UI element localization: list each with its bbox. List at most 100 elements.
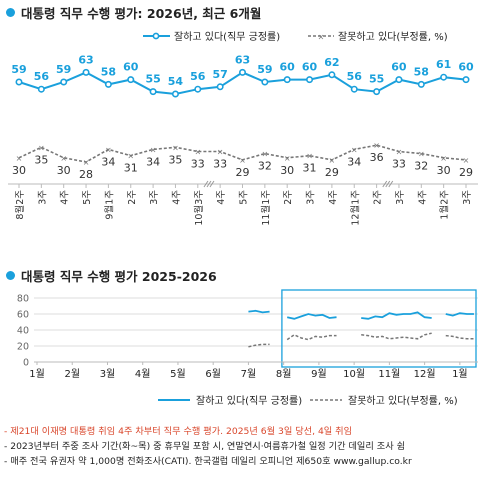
chart2-title-text: 대통령 직무 수행 평가 2025-2026 (21, 269, 217, 284)
approve-data-label: 59 (11, 63, 26, 76)
y-tick-label: 40 (17, 326, 29, 337)
chart2-svg: 0 20 40 60 80 1월 2월 3월 4월 5월 6월 7월 8월 9월 10월 11월 12월 1월잘하… (17, 289, 478, 407)
y-tick-label: 20 (17, 342, 29, 353)
disapprove-point: × (60, 154, 67, 163)
disapprove-point: × (105, 145, 112, 154)
approve-data-label: 58 (414, 65, 429, 78)
x-tick-label: 7월 (241, 368, 257, 380)
disapprove-data-label: 30 (437, 164, 451, 177)
chart1-legend: 잘하고 있다(직무 긍정률) × 잘못하고 있다(부정률, %) (143, 30, 448, 43)
disapprove-data-label: 34 (347, 155, 361, 168)
chart2-title: 대통령 직무 수행 평가 2025-2026 (6, 266, 217, 285)
approve-point (395, 76, 403, 84)
series-approve-segment (361, 311, 432, 320)
approve-point (417, 80, 425, 88)
axis-break-mark (382, 180, 394, 188)
approve-data-label: 60 (458, 61, 474, 74)
approve-point (60, 78, 68, 86)
axis-break-stroke (382, 180, 388, 188)
footnote-2: - 2023년부터 주중 조사 기간(화~목) 중 휴무일 포함 시, 연말연시… (4, 441, 406, 452)
series-disapprove-segment (361, 332, 432, 340)
approve-data-label: 55 (145, 73, 160, 86)
x-tick-label: 2주 (373, 190, 384, 205)
series-disapprove-line (18, 144, 467, 163)
disapprove-point: × (396, 148, 403, 157)
series-disapprove-segment (445, 334, 474, 340)
disapprove-point: × (329, 156, 336, 165)
disapprove-data-label: 30 (57, 164, 71, 177)
x-tick-label: 4월 (135, 368, 151, 380)
x-tick-label: 4주 (60, 190, 71, 205)
disapprove-point: × (351, 145, 358, 154)
approve-data-label: 62 (324, 56, 339, 69)
legend-disapprove-label: 잘못하고 있다(부정률, %) (348, 394, 458, 407)
x-tick-label: 9월1주 (103, 190, 115, 220)
highlight-box (281, 289, 477, 368)
disapprove-data-label: 28 (79, 168, 93, 181)
approve-point (15, 78, 23, 86)
x-tick-label: 12월 (414, 368, 436, 380)
series-disapprove-segment (248, 343, 270, 348)
approve-data-label: 63 (78, 53, 93, 66)
x-tick-label: 4주 (417, 190, 428, 205)
chart1-svg: 잘하고 있다(직무 긍정률) × 잘못하고 있다(부정률, %) 59 56 59 63 58… (8, 30, 478, 226)
disapprove-data-label: 32 (414, 160, 428, 173)
series-approve-segment (445, 312, 474, 317)
x-tick-label: 3주 (462, 190, 473, 205)
disapprove-data-label: 30 (280, 164, 294, 177)
bullet-dot-icon (6, 271, 15, 280)
x-tick-label: 11월1주 (260, 190, 272, 226)
disapprove-point: × (440, 154, 447, 163)
x-tick-label: 5주 (82, 190, 93, 205)
x-tick-label: 3주 (149, 190, 160, 205)
approve-data-label: 54 (168, 75, 184, 88)
axis-break-stroke (203, 180, 209, 188)
footnote-1: - 제21대 이재명 대통령 취임 4주 차부터 직무 수행 평가. 2025년… (4, 426, 353, 437)
legend-approve-label: 잘하고 있다(직무 긍정률) (196, 394, 302, 407)
disapprove-point: × (150, 145, 157, 154)
approve-data-label: 60 (123, 61, 139, 74)
x-tick-label: 3주 (395, 190, 406, 205)
approve-data-label: 59 (56, 63, 71, 76)
legend-disapprove-marker: × (318, 33, 325, 42)
axis-break-stroke (388, 180, 394, 188)
disapprove-data-label: 33 (392, 158, 406, 171)
x-tick-label: 2월 (64, 368, 80, 380)
approve-data-label: 56 (347, 70, 363, 83)
approve-point (328, 71, 336, 79)
legend-disapprove-label: 잘못하고 있다(부정률, %) (338, 30, 448, 43)
disapprove-point: × (172, 143, 179, 152)
disapprove-data-label: 34 (101, 155, 115, 168)
axis-break-stroke (209, 180, 215, 188)
disapprove-data-label: 32 (258, 160, 272, 173)
approve-point (37, 85, 45, 93)
approve-data-label: 60 (302, 61, 318, 74)
footnote-3: - 매주 전국 유권자 약 1,000명 전화조사(CATI). 한국갤럽 데일… (4, 456, 412, 467)
disapprove-data-label: 31 (303, 162, 317, 175)
approve-point (283, 76, 291, 84)
approve-data-label: 59 (257, 63, 272, 76)
x-tick-label: 1월 (29, 368, 45, 380)
approve-data-label: 58 (101, 65, 116, 78)
disapprove-data-label: 31 (124, 162, 138, 175)
disapprove-point: × (239, 156, 246, 165)
x-tick-label: 4주 (216, 190, 227, 205)
axis-break-stroke (206, 180, 212, 188)
footnotes: - 제21대 이재명 대통령 취임 4주 차부터 직무 수행 평가. 2025년… (4, 424, 484, 469)
disapprove-data-label: 29 (236, 166, 250, 179)
y-tick-label: 0 (23, 358, 29, 369)
x-tick-label: 8월2주 (14, 190, 26, 220)
disapprove-point: × (194, 148, 201, 157)
x-tick-label: 1월2주 (439, 190, 451, 220)
disapprove-data-label: 33 (213, 158, 227, 171)
x-tick-label: 3월 (100, 368, 116, 380)
y-tick-label: 60 (17, 310, 29, 321)
series-disapprove-segment (286, 333, 337, 341)
legend-approve-marker (152, 32, 160, 40)
chart1-title-text: 대통령 직무 수행 평가: 2026년, 최근 6개월 (21, 6, 262, 21)
disapprove-data-label: 35 (168, 153, 182, 166)
approve-data-label: 63 (235, 53, 250, 66)
disapprove-point: × (261, 150, 268, 159)
series-approve-segment (286, 313, 337, 320)
disapprove-data-label: 30 (12, 164, 26, 177)
